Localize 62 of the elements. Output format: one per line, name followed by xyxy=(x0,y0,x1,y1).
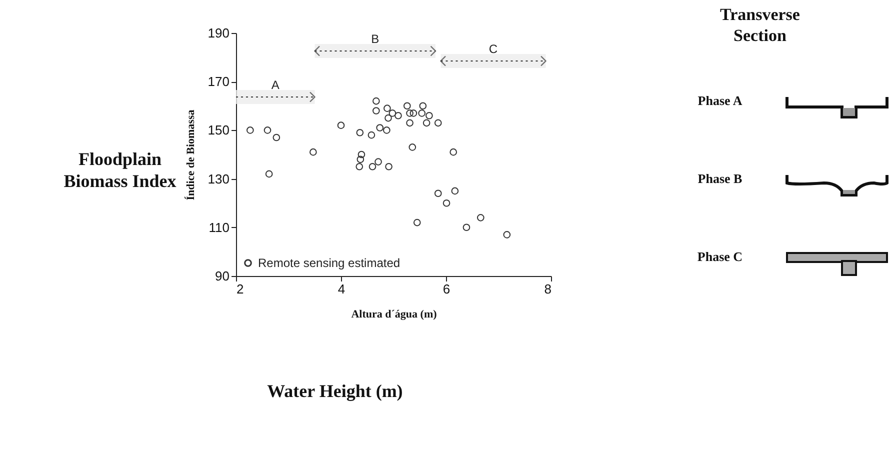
point xyxy=(264,126,272,134)
point xyxy=(246,126,254,134)
x-tick-label: 4 xyxy=(338,282,346,296)
point xyxy=(426,112,433,120)
point xyxy=(383,126,390,134)
point xyxy=(422,119,430,127)
y-tick-label: 150 xyxy=(208,122,230,138)
point xyxy=(376,124,384,132)
point xyxy=(372,97,380,105)
point xyxy=(356,156,364,164)
point xyxy=(388,110,396,117)
point xyxy=(434,190,442,198)
point xyxy=(368,162,376,170)
text: Phase B xyxy=(696,171,744,187)
y-axis-title: Índice de Biomassa xyxy=(184,109,197,200)
y-tick-label: 170 xyxy=(208,74,230,90)
point xyxy=(418,110,426,117)
text: Phase A xyxy=(696,93,744,109)
point xyxy=(442,199,450,207)
point xyxy=(385,162,392,170)
point xyxy=(384,104,391,112)
point xyxy=(434,119,442,127)
y-tick-label: 190 xyxy=(208,26,230,40)
point xyxy=(406,110,414,117)
point xyxy=(372,107,380,114)
x-tick-label: 8 xyxy=(544,282,552,296)
text: Floodplain Biomass Index xyxy=(62,148,178,192)
point xyxy=(410,110,418,117)
text: Phase C xyxy=(696,249,744,265)
band-label: A xyxy=(271,78,280,92)
point xyxy=(368,131,376,139)
point xyxy=(374,158,382,166)
x-tick-label: 6 xyxy=(442,282,450,296)
legend-label: Remote sensing estimated xyxy=(258,256,400,270)
point xyxy=(356,162,364,170)
band-label: B xyxy=(371,32,380,46)
band-label: C xyxy=(488,42,498,56)
point xyxy=(356,128,364,136)
point xyxy=(450,148,458,156)
y-tick-label: 110 xyxy=(208,220,230,235)
y-tick-label: 130 xyxy=(208,171,230,186)
point xyxy=(394,112,402,120)
point xyxy=(451,187,459,195)
point xyxy=(384,114,392,122)
point xyxy=(358,150,366,158)
point xyxy=(476,214,484,222)
point xyxy=(310,148,317,156)
point xyxy=(337,122,345,129)
point xyxy=(272,134,280,142)
point xyxy=(265,170,273,178)
point xyxy=(503,231,511,238)
point xyxy=(408,144,416,151)
x-tick-label: 2 xyxy=(236,282,244,296)
text: Water Height (m) xyxy=(266,380,404,402)
text: Transverse Section xyxy=(719,4,801,46)
point xyxy=(419,102,427,110)
point xyxy=(403,102,411,110)
point xyxy=(406,119,414,127)
point xyxy=(413,218,421,226)
point xyxy=(462,224,470,232)
y-tick-label: 90 xyxy=(215,268,230,284)
x-axis-title: Altura d´água (m) xyxy=(351,308,438,320)
